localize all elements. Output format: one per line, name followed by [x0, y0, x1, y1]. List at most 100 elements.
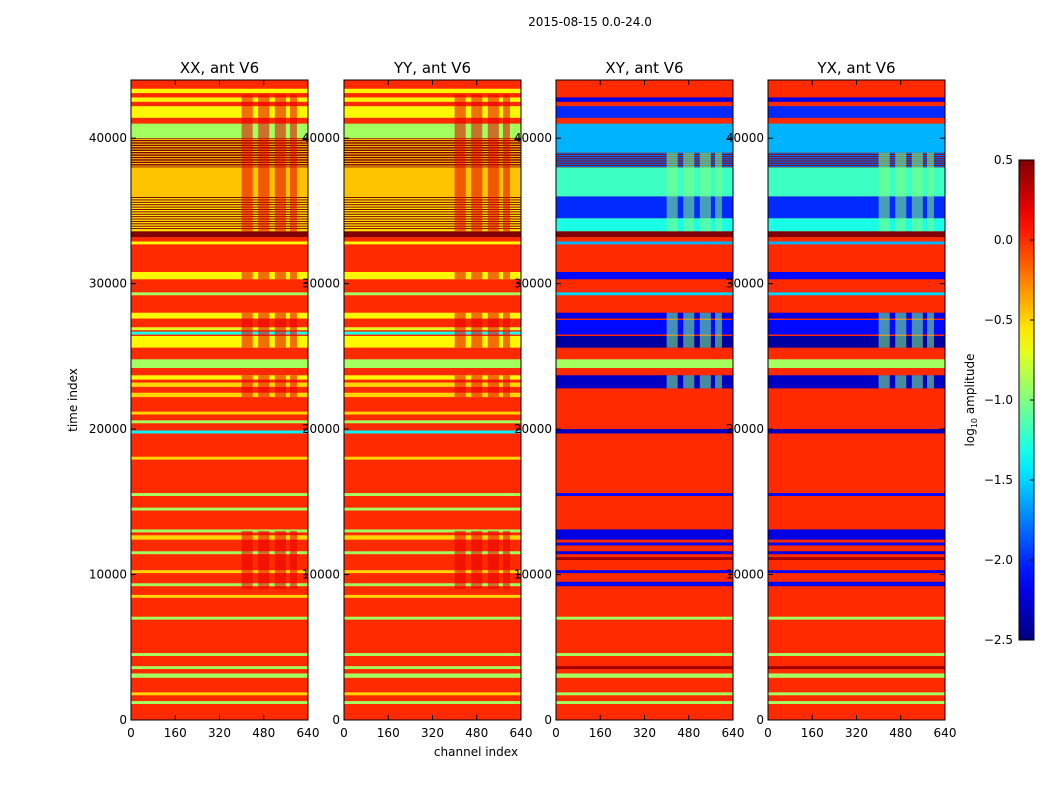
heatmap-stripe [344, 143, 521, 145]
heatmap-band [556, 429, 733, 434]
heatmap-stripe [131, 208, 308, 210]
y-axis-label: time index [66, 368, 80, 432]
heatmap-rfi-block [927, 375, 934, 389]
heatmap-stripe [131, 163, 308, 165]
heatmap-stripe [344, 138, 521, 140]
heatmap-rfi-block [487, 375, 499, 398]
heatmap-stripe [344, 141, 521, 143]
heatmap-stripe [556, 165, 733, 167]
y-tick-label: 40000 [302, 131, 340, 145]
panel-yx: YX, ant V6 0 160 320 480 640 0 10000 20000 30000 4… [726, 59, 957, 740]
heatmap-band [556, 493, 733, 496]
heatmap-stripe [131, 146, 308, 148]
x-tick-label: 480 [677, 726, 700, 740]
heatmap-rfi-block [241, 94, 253, 232]
heatmap-band [131, 507, 308, 511]
heatmap-band [131, 241, 308, 245]
heatmap-stripe [131, 141, 308, 143]
heatmap-band [344, 507, 521, 511]
heatmap-rfi-block [487, 530, 499, 590]
panel-title: YY, ant V6 [393, 59, 471, 77]
heatmap-band [768, 312, 945, 319]
y-tick-label: 30000 [89, 277, 127, 291]
heatmap-stripe [344, 146, 521, 148]
heatmap-band [768, 272, 945, 280]
heatmap-band [131, 331, 308, 335]
heatmap-rfi-block [911, 312, 923, 348]
heatmap-stripe [556, 156, 733, 158]
heatmap-rfi-block [503, 272, 510, 280]
heatmap-band [556, 673, 733, 678]
x-tick-label: 320 [421, 726, 444, 740]
heatmap-band [768, 692, 945, 696]
heatmap-stripe [131, 211, 308, 213]
heatmap-band [768, 292, 945, 296]
heatmap-band [768, 542, 945, 546]
heatmap-rfi-block [471, 272, 483, 280]
x-tick-label: 480 [252, 726, 275, 740]
heatmap-band [556, 570, 733, 574]
heatmap-stripe [344, 223, 521, 225]
heatmap-band [344, 331, 521, 335]
colorbar-label: log10 amplitude [963, 354, 979, 447]
heatmap-band [556, 529, 733, 540]
heatmap-stripe [344, 220, 521, 222]
heatmap-stripe [768, 153, 945, 155]
heatmap-stripe [131, 204, 308, 206]
heatmap-band [131, 616, 308, 620]
panel-xy: XY, ant V6 0 160 320 480 640 0 10000 20000 30000 4… [514, 59, 745, 740]
panel-title: XX, ant V6 [180, 59, 259, 77]
heatmap-rfi-block [878, 312, 890, 348]
y-tick-label: 20000 [89, 422, 127, 436]
heatmap-band [556, 701, 733, 704]
heatmap-rfi-block [454, 312, 466, 348]
heatmap-stripe [344, 208, 521, 210]
heatmap-band [344, 106, 521, 118]
heatmap-stripe [768, 156, 945, 158]
heatmap-band [768, 570, 945, 574]
heatmap-band [131, 493, 308, 496]
heatmap-band [131, 673, 308, 678]
heatmap-stripe [768, 162, 945, 164]
heatmap-rfi-block [927, 312, 934, 348]
heatmap-band [344, 231, 521, 238]
heatmap-rfi-block [290, 272, 297, 280]
heatmap-stripe [768, 160, 945, 162]
heatmap-band [131, 535, 308, 540]
heatmap-band [344, 411, 521, 415]
heatmap-band [556, 359, 733, 368]
heatmap-rfi-block [715, 375, 722, 389]
heatmap-band [344, 382, 521, 387]
heatmap-rfi-block [911, 375, 923, 389]
heatmap-band [768, 336, 945, 348]
heatmap-rfi-block [454, 375, 466, 398]
heatmap-rfi-block [503, 94, 510, 232]
heatmap-stripe [556, 164, 733, 166]
heatmap-rfi-block [503, 375, 510, 398]
heatmap-band [344, 583, 521, 587]
heatmap-band [556, 551, 733, 555]
heatmap-rfi-block [454, 530, 466, 590]
heatmap-stripe [768, 164, 945, 166]
heatmap-band [768, 529, 945, 540]
colorbar-tick-label: −2.0 [984, 553, 1013, 567]
heatmap-stripe [131, 148, 308, 150]
heatmap-stripe [131, 197, 308, 199]
x-tick-label: 0 [340, 726, 348, 740]
heatmap-band [344, 529, 521, 533]
x-tick-label: 160 [164, 726, 187, 740]
heatmap-stripe [556, 153, 733, 155]
heatmap-band [556, 292, 733, 296]
heatmap-band [344, 493, 521, 496]
heatmap-stripe [344, 163, 521, 165]
heatmap-rfi-block [503, 530, 510, 590]
y-tick-label: 0 [119, 713, 127, 727]
y-tick-label: 30000 [726, 277, 764, 291]
heatmap-rfi-block [471, 530, 483, 590]
heatmap-band [131, 359, 308, 368]
heatmap-rfi-block [666, 152, 678, 232]
x-tick-label: 480 [889, 726, 912, 740]
heatmap-band [344, 594, 521, 598]
y-tick-label: 0 [756, 713, 764, 727]
